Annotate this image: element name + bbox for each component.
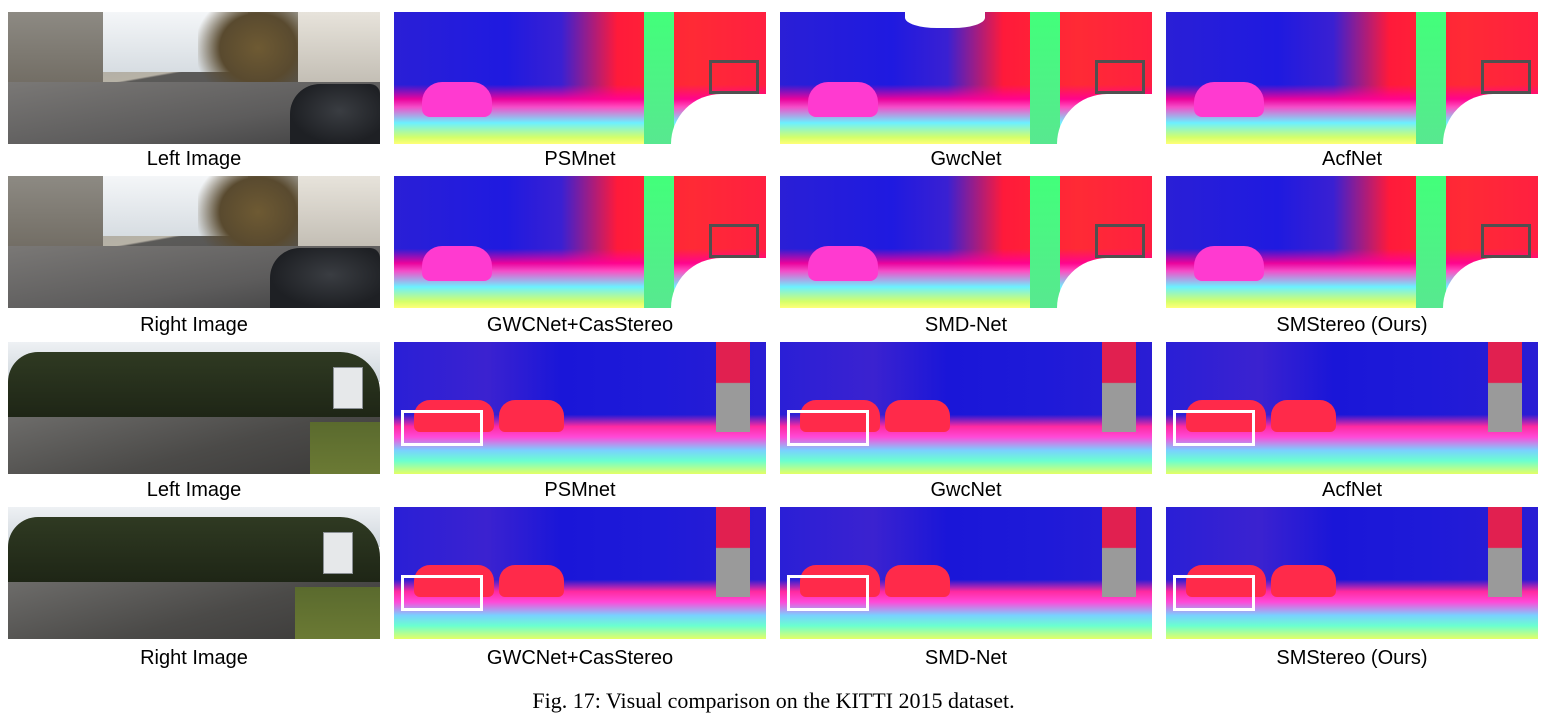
psmnet-disparity-street <box>394 12 766 144</box>
label-left-image: Left Image <box>146 479 242 501</box>
label-right-image: Right Image <box>140 314 248 336</box>
smd-net-disparity-street <box>780 176 1152 308</box>
label-psmnet: PSMnet <box>544 479 616 501</box>
label-smd-net: SMD-Net <box>924 314 1008 336</box>
highlight-box <box>709 224 759 258</box>
label-acfnet: AcfNet <box>1321 148 1383 170</box>
label-smd-net: SMD-Net <box>924 647 1008 669</box>
highlight-box <box>1481 60 1531 94</box>
highlight-box <box>401 575 483 611</box>
smstereo-disparity-road <box>1166 507 1538 639</box>
highlight-box <box>1173 575 1255 611</box>
highlight-box <box>401 410 483 446</box>
smstereo-disparity-street <box>1166 176 1538 308</box>
right-image-street <box>8 176 380 308</box>
label-smstereo: SMStereo (Ours) <box>1276 314 1428 336</box>
highlight-box <box>1095 60 1145 94</box>
label-gwcnet: GwcNet <box>930 479 1002 501</box>
smd-net-disparity-road <box>780 507 1152 639</box>
acfnet-disparity-street <box>1166 12 1538 144</box>
gwcnet-casstereo-disparity-road <box>394 507 766 639</box>
left-image-road <box>8 342 380 474</box>
gwcnet-disparity-road <box>780 342 1152 474</box>
label-gwcnet-casstereo: GWCNet+CasStereo <box>486 647 674 669</box>
gwcnet-disparity-street <box>780 12 1152 144</box>
label-gwcnet: GwcNet <box>930 148 1002 170</box>
left-image-street <box>8 12 380 144</box>
highlight-box <box>1095 224 1145 258</box>
figure-caption: Fig. 17: Visual comparison on the KITTI … <box>532 688 1015 713</box>
psmnet-disparity-road <box>394 342 766 474</box>
highlight-box <box>1481 224 1531 258</box>
label-left-image: Left Image <box>146 148 242 170</box>
label-psmnet: PSMnet <box>544 148 616 170</box>
label-smstereo: SMStereo (Ours) <box>1276 647 1428 669</box>
highlight-box <box>709 60 759 94</box>
highlight-box <box>787 410 869 446</box>
label-acfnet: AcfNet <box>1321 479 1383 501</box>
label-gwcnet-casstereo: GWCNet+CasStereo <box>486 314 674 336</box>
acfnet-disparity-road <box>1166 342 1538 474</box>
label-right-image: Right Image <box>140 647 248 669</box>
gwcnet-casstereo-disparity-street <box>394 176 766 308</box>
highlight-box <box>787 575 869 611</box>
right-image-road <box>8 507 380 639</box>
highlight-box <box>1173 410 1255 446</box>
